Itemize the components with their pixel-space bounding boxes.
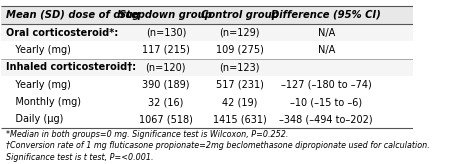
Text: Significance test is t test, P=<0.001.: Significance test is t test, P=<0.001. [6,153,153,162]
Text: 42 (19): 42 (19) [222,97,257,107]
Text: –127 (–180 to –74): –127 (–180 to –74) [281,80,372,90]
Text: Stepdown group: Stepdown group [119,10,212,20]
FancyBboxPatch shape [1,111,412,128]
FancyBboxPatch shape [1,93,412,111]
Text: 117 (215): 117 (215) [142,45,190,55]
Text: Daily (µg): Daily (µg) [6,114,63,124]
Text: †Conversion rate of 1 mg fluticasone propionate=2mg beclomethasone dipropionate : †Conversion rate of 1 mg fluticasone pro… [6,141,429,150]
Text: (n=129): (n=129) [219,28,260,38]
FancyBboxPatch shape [1,59,412,76]
Text: Inhaled corticosteroid†:: Inhaled corticosteroid†: [6,62,136,72]
Text: 1067 (518): 1067 (518) [139,114,193,124]
Text: Yearly (mg): Yearly (mg) [6,45,70,55]
Text: –10 (–15 to –6): –10 (–15 to –6) [290,97,362,107]
FancyBboxPatch shape [1,41,412,59]
Text: 32 (16): 32 (16) [148,97,183,107]
Text: N/A: N/A [318,28,335,38]
Text: 517 (231): 517 (231) [216,80,264,90]
FancyBboxPatch shape [1,6,412,24]
Text: Difference (95% CI): Difference (95% CI) [271,10,381,20]
Text: N/A: N/A [318,45,335,55]
Text: 109 (275): 109 (275) [216,45,264,55]
FancyBboxPatch shape [1,24,412,41]
Text: 1415 (631): 1415 (631) [213,114,267,124]
Text: (n=120): (n=120) [146,62,186,72]
Text: Control group: Control group [201,10,279,20]
Text: Oral corticosteroid*:: Oral corticosteroid*: [6,28,118,38]
Text: Monthly (mg): Monthly (mg) [6,97,81,107]
Text: (n=130): (n=130) [146,28,186,38]
Text: (n=123): (n=123) [219,62,260,72]
Text: –348 (–494 to–202): –348 (–494 to–202) [279,114,373,124]
Text: 390 (189): 390 (189) [142,80,190,90]
Text: Yearly (mg): Yearly (mg) [6,80,70,90]
FancyBboxPatch shape [1,76,412,93]
Text: *Median in both groups=0 mg. Significance test is Wilcoxon, P=0.252.: *Median in both groups=0 mg. Significanc… [6,130,288,139]
Text: Mean (SD) dose of drug: Mean (SD) dose of drug [6,10,139,20]
